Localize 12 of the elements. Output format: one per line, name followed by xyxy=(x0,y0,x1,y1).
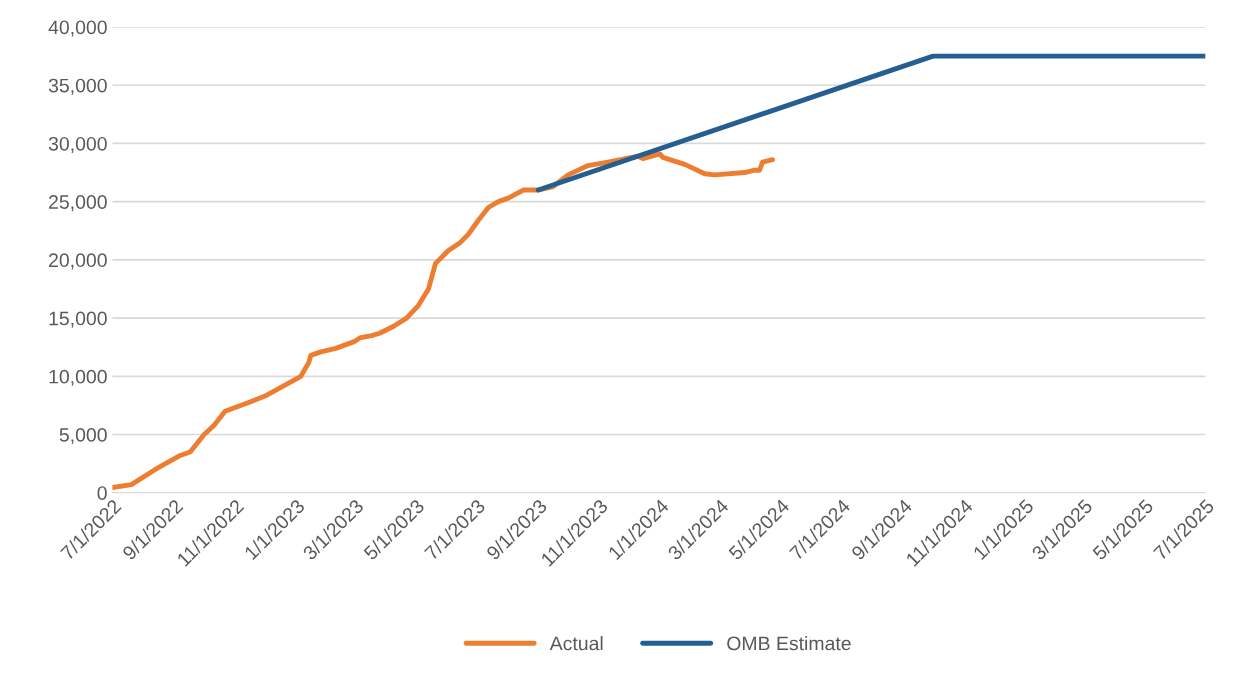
legend-label: Actual xyxy=(549,636,603,651)
legend-label: OMB Estimate xyxy=(727,636,851,651)
y-tick-label: 35,000 xyxy=(48,78,107,95)
y-tick-label: 10,000 xyxy=(49,369,107,386)
y-tick-label: 15,000 xyxy=(49,311,107,328)
y-tick-label: 5,000 xyxy=(59,428,107,445)
y-tick-label: 20,000 xyxy=(49,253,107,270)
y-tick-label: 25,000 xyxy=(49,195,107,212)
y-tick-label: 30,000 xyxy=(48,136,107,153)
y-tick-label: 0 xyxy=(97,486,107,500)
y-tick-label: 40,000 xyxy=(48,20,107,37)
line-series xyxy=(112,151,775,490)
